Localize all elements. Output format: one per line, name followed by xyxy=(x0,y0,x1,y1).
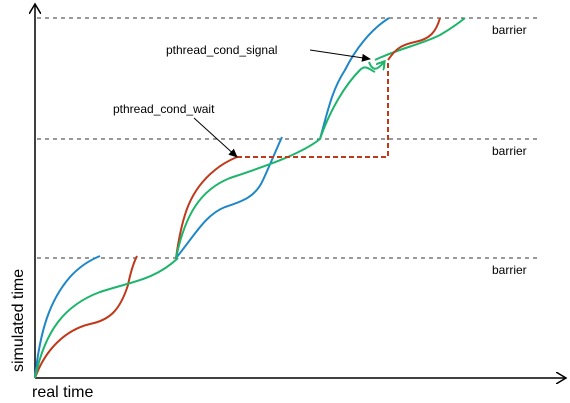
green-signal-hook-arrow xyxy=(368,62,384,69)
green-thread-segment-3 xyxy=(319,66,376,140)
y-axis-label: simulated time xyxy=(10,269,27,372)
signal-annotation-arrow xyxy=(309,49,371,62)
green-thread-segment-3b xyxy=(374,17,466,61)
barrier-label-top: barrier xyxy=(492,23,527,37)
blue-thread-segment-2 xyxy=(175,136,283,259)
wait-annotation-arrow xyxy=(193,117,238,158)
barrier-label-bottom: barrier xyxy=(492,263,527,277)
green-thread-segment-2 xyxy=(175,138,321,259)
red-thread-segment-2 xyxy=(175,156,238,259)
pthread-cond-signal-label: pthread_cond_signal xyxy=(166,43,277,57)
x-axis-label: real time xyxy=(32,384,93,401)
wait-blocked-dashed-path xyxy=(237,60,389,158)
red-thread-segment-1 xyxy=(34,255,138,379)
blue-thread-segment-3 xyxy=(319,17,390,140)
barrier-label-middle: barrier xyxy=(492,144,527,158)
red-thread-segment-3 xyxy=(387,17,441,61)
pthread-cond-wait-label: pthread_cond_wait xyxy=(113,102,215,116)
blue-thread-segment-1 xyxy=(34,255,101,379)
green-thread-segment-1 xyxy=(34,257,179,379)
